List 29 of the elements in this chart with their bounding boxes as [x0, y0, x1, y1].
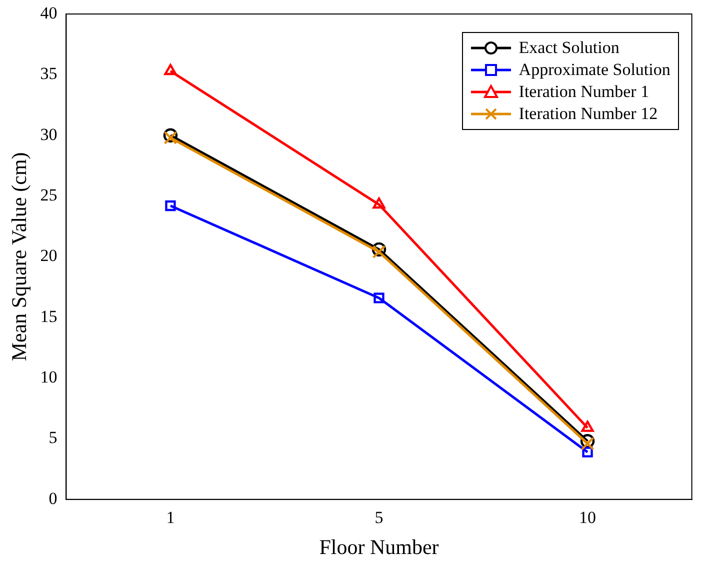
y-tick-label: 20	[40, 246, 58, 266]
y-tick-label: 10	[40, 368, 58, 387]
y-tick-label: 15	[40, 306, 58, 326]
y-tick-label: 5	[48, 428, 58, 448]
x-tick-label: 10	[579, 508, 596, 528]
point	[372, 197, 386, 209]
y-tick-label: 30	[40, 124, 58, 144]
point	[163, 128, 178, 142]
point	[164, 64, 177, 76]
point	[372, 242, 386, 257]
y-tick-label: 25	[40, 185, 58, 204]
x-tick-label: 1	[166, 508, 175, 528]
legend-label: Iteration Number 12	[518, 104, 658, 124]
point	[580, 436, 594, 450]
point	[580, 434, 595, 448]
x-tick-label: 5	[374, 508, 384, 528]
point	[165, 200, 176, 212]
point	[372, 245, 386, 259]
legend-label: Approximate Solution	[518, 60, 670, 80]
y-tick-label: 35	[40, 64, 58, 84]
y-tick-label: 40	[40, 3, 58, 22]
point	[374, 292, 384, 304]
y-tick-label: 0	[48, 488, 58, 508]
legend-label: Iteration Number 1	[518, 82, 650, 102]
point	[164, 131, 178, 145]
legend-label: Exact Solution	[518, 38, 620, 58]
x-axis-title: Floor Number	[319, 534, 439, 559]
y-axis-title: Mean Square Value (cm)	[7, 152, 32, 362]
point	[582, 446, 593, 458]
